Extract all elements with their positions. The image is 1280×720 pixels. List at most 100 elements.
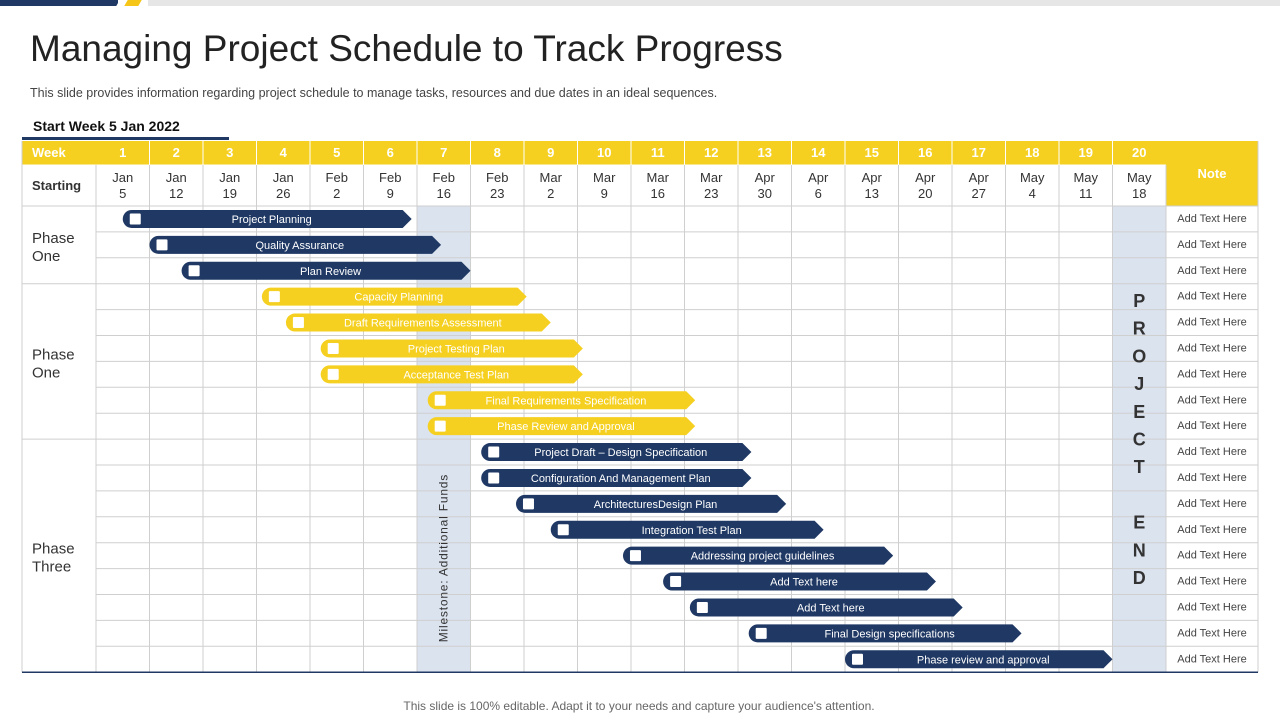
week-month: Jan bbox=[273, 170, 294, 185]
start-week-label: Start Week 5 Jan 2022 bbox=[33, 118, 180, 134]
task-bar bbox=[550, 520, 824, 539]
project-end-letter: R bbox=[1133, 319, 1146, 339]
phase-label-line1: Phase bbox=[32, 541, 75, 558]
week-day: 23 bbox=[704, 186, 718, 201]
task-bar-label: Quality Assurance bbox=[255, 240, 344, 252]
project-end-letter: O bbox=[1132, 346, 1146, 366]
week-month: May bbox=[1127, 170, 1152, 185]
week-day: 27 bbox=[972, 186, 986, 201]
task-bar-label: Phase review and approval bbox=[917, 654, 1050, 666]
week-header-band bbox=[22, 141, 1166, 165]
task-bar-checkbox bbox=[488, 472, 500, 484]
week-number: 19 bbox=[1079, 145, 1093, 160]
task-bar-checkbox bbox=[629, 550, 641, 562]
task-bar-label: Phase Review and Approval bbox=[497, 421, 635, 433]
week-number: 12 bbox=[704, 145, 718, 160]
week-month: Mar bbox=[540, 170, 563, 185]
note-text: Add Text Here bbox=[1177, 653, 1247, 665]
project-end-letter: C bbox=[1133, 430, 1146, 450]
top-accent-navy bbox=[0, 0, 118, 6]
week-number: 3 bbox=[226, 145, 233, 160]
task-bar-checkbox bbox=[557, 524, 569, 536]
project-end-letter: E bbox=[1133, 513, 1145, 533]
task-bar bbox=[481, 443, 752, 462]
week-day: 4 bbox=[1029, 186, 1036, 201]
week-number: 11 bbox=[651, 145, 665, 160]
note-text: Add Text Here bbox=[1177, 213, 1247, 225]
start-week-underline bbox=[22, 137, 229, 140]
note-text: Add Text Here bbox=[1177, 472, 1247, 484]
note-text: Add Text Here bbox=[1177, 602, 1247, 614]
note-text: Add Text Here bbox=[1177, 550, 1247, 562]
week-month: Jan bbox=[219, 170, 240, 185]
task-bar-checkbox bbox=[434, 420, 446, 432]
week-number: 4 bbox=[280, 145, 288, 160]
week-month: Feb bbox=[379, 170, 401, 185]
week-number: 7 bbox=[440, 145, 447, 160]
task-bar-label: Add Text here bbox=[770, 577, 838, 589]
task-bar bbox=[427, 417, 696, 436]
note-text: Add Text Here bbox=[1177, 317, 1247, 329]
task-bar-checkbox bbox=[522, 498, 534, 510]
note-text: Add Text Here bbox=[1177, 343, 1247, 355]
week-number: 1 bbox=[119, 145, 126, 160]
task-bar bbox=[515, 494, 787, 513]
task-bar-label: Project Planning bbox=[232, 214, 312, 226]
task-bar-label: Plan Review bbox=[300, 266, 361, 278]
week-month: Apr bbox=[915, 170, 936, 185]
task-bar-label: Capacity Planning bbox=[354, 292, 443, 304]
week-month: Apr bbox=[969, 170, 990, 185]
phase-label-line2: One bbox=[32, 248, 60, 265]
task-bar bbox=[320, 339, 583, 358]
task-bar-checkbox bbox=[434, 394, 446, 406]
week-day: 12 bbox=[169, 186, 183, 201]
task-bar bbox=[181, 261, 471, 280]
note-text: Add Text Here bbox=[1177, 498, 1247, 510]
task-bar bbox=[149, 235, 442, 254]
task-bar-checkbox bbox=[292, 317, 304, 329]
week-month: Jan bbox=[112, 170, 133, 185]
note-text: Add Text Here bbox=[1177, 291, 1247, 303]
task-bar-label: Addressing project guidelines bbox=[691, 551, 835, 563]
task-bar-checkbox bbox=[852, 653, 863, 665]
task-bar bbox=[845, 650, 1113, 669]
week-number: 16 bbox=[918, 145, 932, 160]
task-bar bbox=[748, 624, 1022, 643]
week-day: 16 bbox=[651, 186, 665, 201]
task-bar-checkbox bbox=[670, 576, 682, 588]
week-day: 23 bbox=[490, 186, 504, 201]
week-day: 9 bbox=[601, 186, 608, 201]
note-text: Add Text Here bbox=[1177, 627, 1247, 639]
task-bar-checkbox bbox=[268, 291, 280, 303]
phase-label-line1: Phase bbox=[32, 346, 75, 363]
note-text: Add Text Here bbox=[1177, 576, 1247, 588]
week-number: 8 bbox=[494, 145, 501, 160]
week-day: 26 bbox=[276, 186, 290, 201]
task-bar bbox=[689, 598, 963, 617]
week-day: 19 bbox=[223, 186, 237, 201]
week-day: 5 bbox=[119, 186, 126, 201]
note-text: Add Text Here bbox=[1177, 394, 1247, 406]
week-day: 6 bbox=[815, 186, 822, 201]
week-day: 30 bbox=[758, 186, 772, 201]
note-header-label: Note bbox=[1198, 166, 1227, 181]
task-bar-checkbox bbox=[327, 342, 339, 354]
week-header-label: Week bbox=[32, 145, 66, 160]
week-day: 20 bbox=[918, 186, 932, 201]
task-bar-label: Project Testing Plan bbox=[408, 343, 505, 355]
week-month: Apr bbox=[862, 170, 883, 185]
week-day: 2 bbox=[547, 186, 554, 201]
week-day: 2 bbox=[333, 186, 340, 201]
task-bar-label: Add Text here bbox=[797, 602, 865, 614]
page-subtitle: This slide provides information regardin… bbox=[30, 86, 718, 100]
note-text: Add Text Here bbox=[1177, 420, 1247, 432]
week-month: Mar bbox=[593, 170, 616, 185]
task-bar-checkbox bbox=[188, 265, 200, 277]
week-month: Mar bbox=[647, 170, 670, 185]
phase-label-line2: Three bbox=[32, 559, 71, 576]
week-number: 13 bbox=[758, 145, 772, 160]
project-end-letter: T bbox=[1134, 457, 1145, 477]
project-end-letter: E bbox=[1133, 402, 1145, 422]
note-text: Add Text Here bbox=[1177, 524, 1247, 536]
